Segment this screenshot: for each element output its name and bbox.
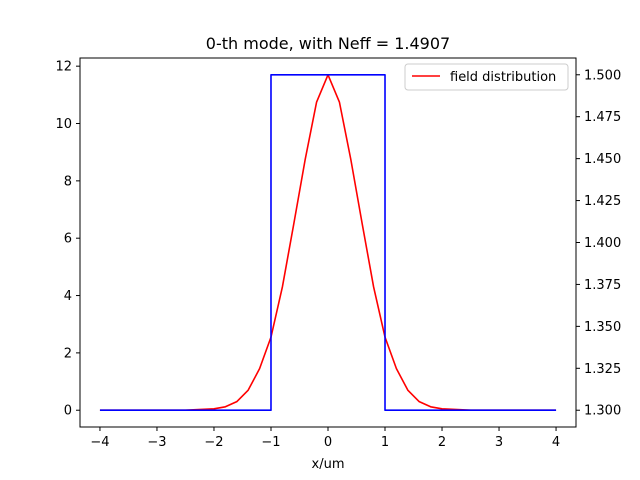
x-tick-label: −1 xyxy=(261,435,280,450)
legend: field distribution xyxy=(404,63,569,91)
y-tick-label: 6 xyxy=(64,232,72,247)
y2-tick-label: 1.500 xyxy=(584,68,621,83)
y2-tick-label: 1.450 xyxy=(584,152,621,167)
y-tick-label: 12 xyxy=(55,60,72,75)
y2-tick-label: 1.375 xyxy=(584,278,621,293)
y-tick-label: 0 xyxy=(64,404,72,419)
y-tick-label: 4 xyxy=(64,289,72,304)
x-axis-ticks: −4 −3 −2 −1 0 1 2 3 4 xyxy=(90,427,560,450)
y2-axis-ticks: 1.300 1.325 1.350 1.375 1.400 1.425 1.450 1.475… xyxy=(576,68,621,419)
legend-label-field-distribution: field distribution xyxy=(450,70,556,85)
x-tick-label: 2 xyxy=(438,435,446,450)
y-tick-label: 8 xyxy=(64,174,72,189)
y2-tick-label: 1.350 xyxy=(584,320,621,335)
plot-lines xyxy=(99,73,557,412)
x-axis-label: x/um xyxy=(312,457,345,472)
y-tick-label: 10 xyxy=(55,117,72,132)
x-tick-label: −3 xyxy=(147,435,166,450)
y2-tick-label: 1.325 xyxy=(584,362,621,377)
legend-box xyxy=(404,63,569,91)
chart-title: 0-th mode, with Neff = 1.4907 xyxy=(206,34,450,53)
y-axis-ticks: 0 2 4 6 8 10 12 xyxy=(55,60,80,419)
y2-tick-label: 1.425 xyxy=(584,194,621,209)
y2-tick-label: 1.300 xyxy=(584,404,621,419)
x-tick-label: 1 xyxy=(381,435,389,450)
y-tick-label: 2 xyxy=(64,346,72,361)
x-tick-label: −4 xyxy=(90,435,109,450)
x-tick-label: 3 xyxy=(495,435,503,450)
x-tick-label: 4 xyxy=(552,435,560,450)
y2-tick-label: 1.475 xyxy=(584,110,621,125)
x-tick-label: −2 xyxy=(204,435,223,450)
x-tick-label: 0 xyxy=(324,435,332,450)
y2-tick-label: 1.400 xyxy=(584,236,621,251)
series-line-1 xyxy=(99,73,557,412)
